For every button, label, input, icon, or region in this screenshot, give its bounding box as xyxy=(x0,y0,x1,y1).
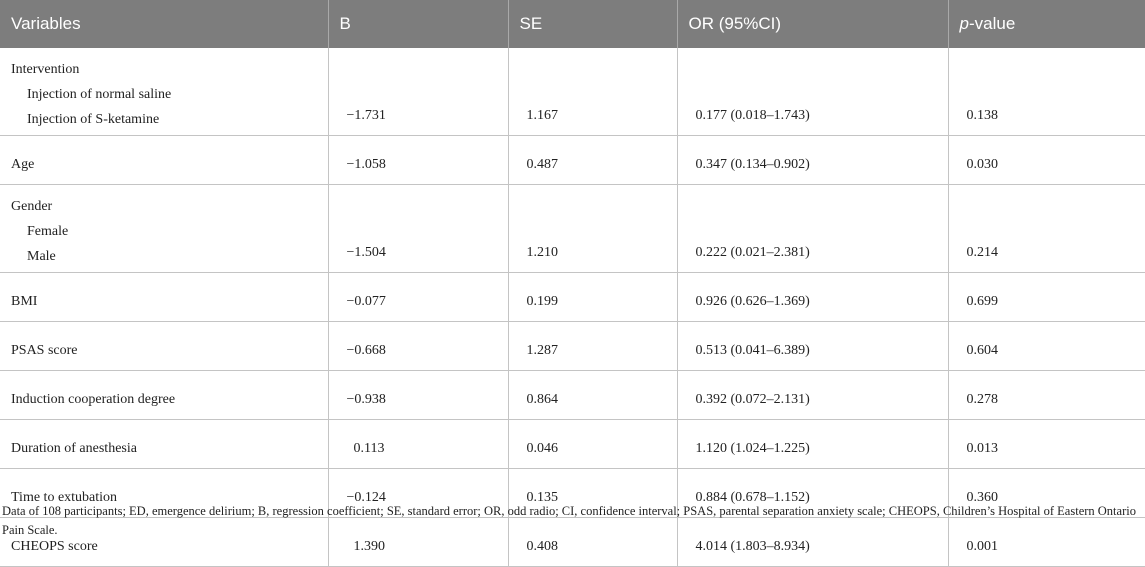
cell-p: 0.699 xyxy=(948,272,1145,322)
cell-b: 0.113 xyxy=(328,419,509,469)
table-row-bmi: BMI −0.077 0.199 0.926 (0.626–1.369) 0.6… xyxy=(0,272,1145,322)
cell-variable: Age xyxy=(0,135,329,185)
cell-or: 0.926 (0.626–1.369) xyxy=(677,272,949,322)
cell-se: 0.864 xyxy=(508,370,678,420)
cell-se: 1.210 xyxy=(508,184,678,273)
header-row: Variables B SE OR (95%CI) p-value xyxy=(0,0,1145,48)
table-header: Variables B SE OR (95%CI) p-value xyxy=(0,0,1145,48)
cell-or: 0.177 (0.018–1.743) xyxy=(677,48,949,136)
header-or: OR (95%CI) xyxy=(677,0,949,48)
cell-b: −0.077 xyxy=(328,272,509,322)
cell-se: 0.046 xyxy=(508,419,678,469)
table-row-gender: Gender Female Male −1.504 1.210 0.222 (0… xyxy=(0,184,1145,273)
cell-se: 0.199 xyxy=(508,272,678,322)
header-b: B xyxy=(328,0,509,48)
group-label: Intervention xyxy=(11,62,80,77)
cell-p: 0.030 xyxy=(948,135,1145,185)
level-label: Injection of S-ketamine xyxy=(27,112,160,127)
header-p-rest: -value xyxy=(968,14,1016,33)
cell-variable: Time to extubation xyxy=(0,468,329,518)
table-row-intervention: Intervention Injection of normal saline … xyxy=(0,48,1145,136)
reference-level-label: Injection of normal saline xyxy=(27,87,172,102)
cell-se: 1.287 xyxy=(508,321,678,371)
cell-p: 0.013 xyxy=(948,419,1145,469)
header-variables: Variables xyxy=(0,0,329,48)
header-p-value: p-value xyxy=(948,0,1145,48)
cell-se: 0.135 xyxy=(508,468,678,518)
cell-or: 1.120 (1.024–1.225) xyxy=(677,419,949,469)
cell-or: 0.884 (0.678–1.152) xyxy=(677,468,949,518)
cell-variable: BMI xyxy=(0,272,329,322)
cell-variable: Induction cooperation degree xyxy=(0,370,329,420)
level-label: Male xyxy=(27,249,56,264)
cell-p: 0.278 xyxy=(948,370,1145,420)
cell-b: −1.504 xyxy=(328,184,509,273)
cell-p: 0.214 xyxy=(948,184,1145,273)
cell-b: −1.058 xyxy=(328,135,509,185)
cell-b: −0.938 xyxy=(328,370,509,420)
table-row-age: Age −1.058 0.487 0.347 (0.134–0.902) 0.0… xyxy=(0,135,1145,185)
table-footnote: Data of 108 participants; ED, emergence … xyxy=(2,504,1136,537)
cell-b: −0.124 xyxy=(328,468,509,518)
cell-b: −0.668 xyxy=(328,321,509,371)
cell-variable: Intervention Injection of normal saline … xyxy=(0,48,329,136)
cell-p: 0.604 xyxy=(948,321,1145,371)
cell-variable: PSAS score xyxy=(0,321,329,371)
group-label: Gender xyxy=(11,199,53,214)
cell-p: 0.360 xyxy=(948,468,1145,518)
cell-or: 0.513 (0.041–6.389) xyxy=(677,321,949,371)
header-p-italic: p xyxy=(959,14,969,33)
cell-variable: Gender Female Male xyxy=(0,184,329,273)
cell-b: −1.731 xyxy=(328,48,509,136)
cell-se: 1.167 xyxy=(508,48,678,136)
cell-or: 0.222 (0.021–2.381) xyxy=(677,184,949,273)
table-row-extubation: Time to extubation −0.124 0.135 0.884 (0… xyxy=(0,468,1145,518)
cell-or: 0.392 (0.072–2.131) xyxy=(677,370,949,420)
reference-level-label: Female xyxy=(27,224,69,239)
table-row-induction: Induction cooperation degree −0.938 0.86… xyxy=(0,370,1145,420)
cell-or: 0.347 (0.134–0.902) xyxy=(677,135,949,185)
table-row-duration: Duration of anesthesia 0.113 0.046 1.120… xyxy=(0,419,1145,469)
header-se: SE xyxy=(508,0,678,48)
cell-se: 0.487 xyxy=(508,135,678,185)
cell-variable: Duration of anesthesia xyxy=(0,419,329,469)
cell-p: 0.138 xyxy=(948,48,1145,136)
table-row-psas: PSAS score −0.668 1.287 0.513 (0.041–6.3… xyxy=(0,321,1145,371)
